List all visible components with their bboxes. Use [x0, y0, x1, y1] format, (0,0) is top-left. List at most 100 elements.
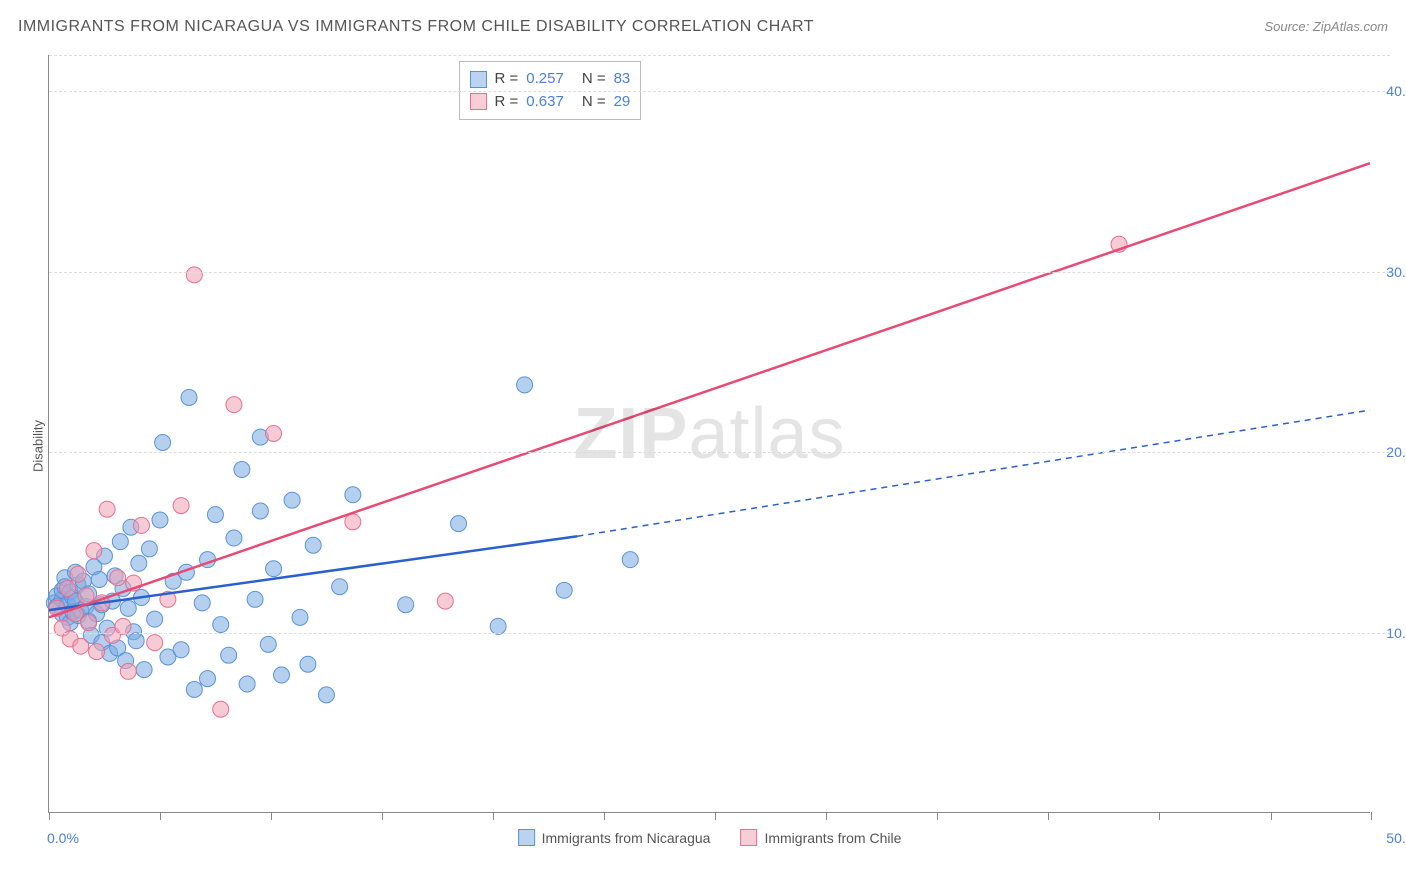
x-tick — [382, 812, 383, 820]
x-axis-start-label: 0.0% — [47, 830, 79, 846]
data-point-chile — [110, 570, 126, 586]
y-tick-label: 20.0% — [1386, 444, 1406, 460]
data-point-nicaragua — [234, 462, 250, 478]
data-point-nicaragua — [274, 667, 290, 683]
data-point-nicaragua — [226, 530, 242, 546]
gridline — [49, 452, 1390, 453]
data-point-chile — [89, 644, 105, 660]
data-point-nicaragua — [292, 609, 308, 625]
gridline — [49, 91, 1390, 92]
data-point-chile — [120, 663, 136, 679]
data-point-chile — [133, 517, 149, 533]
data-point-nicaragua — [305, 537, 321, 553]
trend-line-nicaragua-ext — [577, 410, 1370, 536]
y-tick-label: 10.0% — [1386, 625, 1406, 641]
x-tick — [715, 812, 716, 820]
data-point-chile — [173, 498, 189, 514]
stat-legend-row: R = 0.637 N = 29 — [470, 91, 631, 114]
data-point-nicaragua — [517, 377, 533, 393]
r-label: R = — [495, 91, 519, 114]
data-point-chile — [86, 543, 102, 559]
data-point-nicaragua — [136, 662, 152, 678]
data-point-nicaragua — [147, 611, 163, 627]
data-point-nicaragua — [556, 582, 572, 598]
series-legend-item: Immigrants from Nicaragua — [518, 829, 711, 846]
data-point-chile — [99, 501, 115, 517]
data-point-nicaragua — [247, 591, 263, 607]
x-tick — [826, 812, 827, 820]
data-point-nicaragua — [266, 561, 282, 577]
chart-title: IMMIGRANTS FROM NICARAGUA VS IMMIGRANTS … — [18, 18, 814, 36]
data-point-chile — [81, 615, 97, 631]
data-point-nicaragua — [112, 534, 128, 550]
data-point-nicaragua — [260, 636, 276, 652]
data-point-chile — [78, 588, 94, 604]
x-tick — [1371, 812, 1372, 820]
x-axis-end-label: 50.0% — [1386, 830, 1406, 846]
x-tick — [160, 812, 161, 820]
plot-area: ZIPatlas R = 0.257 N = 83 R = 0.637 N = … — [48, 55, 1370, 813]
x-tick — [1159, 812, 1160, 820]
n-value: 83 — [614, 68, 631, 91]
data-point-chile — [345, 514, 361, 530]
gridline — [49, 633, 1390, 634]
data-point-nicaragua — [221, 647, 237, 663]
source-text: Source: ZipAtlas.com — [1264, 19, 1388, 34]
data-point-chile — [266, 426, 282, 442]
data-point-nicaragua — [213, 617, 229, 633]
legend-swatch — [470, 71, 487, 88]
r-value: 0.637 — [526, 91, 564, 114]
legend-swatch — [470, 93, 487, 110]
data-point-nicaragua — [345, 487, 361, 503]
data-point-nicaragua — [200, 671, 216, 687]
data-point-nicaragua — [186, 681, 202, 697]
series-legend: Immigrants from Nicaragua Immigrants fro… — [518, 829, 902, 846]
gridline — [49, 55, 1390, 56]
x-tick — [937, 812, 938, 820]
data-point-nicaragua — [173, 642, 189, 658]
data-point-nicaragua — [207, 507, 223, 523]
n-label: N = — [582, 91, 606, 114]
n-label: N = — [582, 68, 606, 91]
x-tick — [271, 812, 272, 820]
data-point-chile — [226, 397, 242, 413]
data-point-nicaragua — [131, 555, 147, 571]
data-point-chile — [213, 701, 229, 717]
data-point-chile — [437, 593, 453, 609]
series-legend-item: Immigrants from Chile — [740, 829, 901, 846]
r-value: 0.257 — [526, 68, 564, 91]
data-point-nicaragua — [451, 516, 467, 532]
data-point-nicaragua — [284, 492, 300, 508]
y-tick-label: 30.0% — [1386, 264, 1406, 280]
gridline — [49, 272, 1390, 273]
trend-line-chile — [49, 163, 1370, 617]
x-tick — [49, 812, 50, 820]
data-point-nicaragua — [194, 595, 210, 611]
data-point-chile — [73, 638, 89, 654]
data-point-chile — [60, 581, 76, 597]
data-point-nicaragua — [141, 541, 157, 557]
data-point-nicaragua — [155, 435, 171, 451]
data-point-nicaragua — [398, 597, 414, 613]
data-point-nicaragua — [332, 579, 348, 595]
n-value: 29 — [614, 91, 631, 114]
data-point-chile — [186, 267, 202, 283]
data-point-nicaragua — [91, 572, 107, 588]
data-point-nicaragua — [252, 503, 268, 519]
data-point-nicaragua — [300, 656, 316, 672]
r-label: R = — [495, 68, 519, 91]
legend-swatch — [740, 829, 757, 846]
x-tick — [604, 812, 605, 820]
data-point-nicaragua — [120, 600, 136, 616]
y-axis-label: Disability — [31, 420, 46, 472]
data-point-nicaragua — [152, 512, 168, 528]
x-tick — [493, 812, 494, 820]
series-legend-label: Immigrants from Chile — [764, 830, 901, 846]
y-tick-label: 40.0% — [1386, 83, 1406, 99]
data-point-nicaragua — [128, 633, 144, 649]
series-legend-label: Immigrants from Nicaragua — [542, 830, 711, 846]
data-point-nicaragua — [622, 552, 638, 568]
stat-legend-row: R = 0.257 N = 83 — [470, 68, 631, 91]
data-point-nicaragua — [318, 687, 334, 703]
legend-swatch — [518, 829, 535, 846]
